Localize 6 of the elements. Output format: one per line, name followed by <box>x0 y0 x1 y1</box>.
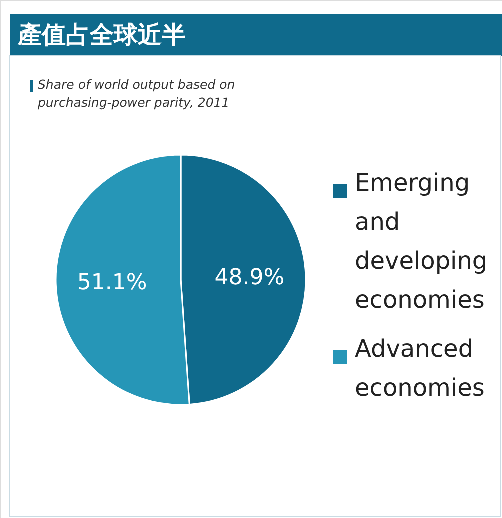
chart-subtitle: Share of world output based on purchasing-power parity, 2011 <box>37 77 236 110</box>
chart-title: 產值占全球近半 <box>17 21 186 49</box>
legend-label: Advanced economies <box>355 335 485 402</box>
data-label: 48.9% <box>214 266 285 291</box>
data-label: 51.1% <box>77 270 148 296</box>
legend-label: Emerging and developing economies <box>355 169 488 314</box>
